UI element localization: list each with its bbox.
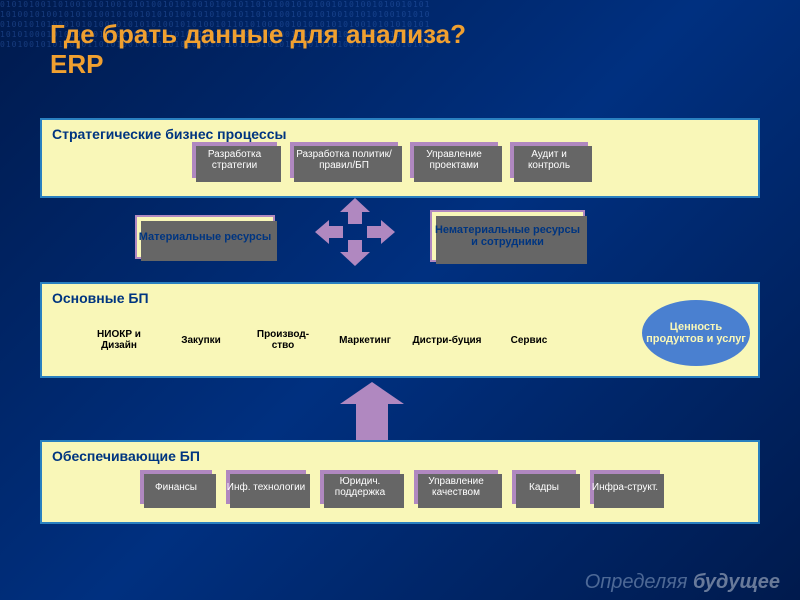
- box-immaterial-resources: Нематериальные ресурсы и сотрудники: [430, 210, 585, 262]
- support-box-2: Юридич. поддержка: [320, 470, 400, 504]
- support-box-5: Инфра-структ.: [590, 470, 660, 504]
- panel-strategic-title: Стратегические бизнес процессы: [42, 120, 758, 144]
- value-ellipse: Ценность продуктов и услуг: [642, 300, 750, 366]
- box-material-resources: Материальные ресурсы: [135, 215, 275, 259]
- support-box-0: Финансы: [140, 470, 212, 504]
- panel-core-title: Основные БП: [42, 284, 758, 308]
- core-chevron-3: Маркетинг: [318, 316, 408, 364]
- core-chevron-5: Сервис: [482, 316, 572, 364]
- strategic-box-2: Управление проектами: [410, 142, 498, 178]
- slide-title: Где брать данные для анализа? ERP: [50, 20, 466, 80]
- strategic-box-1: Разработка политик/правил/БП: [290, 142, 398, 178]
- title-line1: Где брать данные для анализа?: [50, 19, 466, 49]
- title-line2: ERP: [50, 49, 103, 79]
- core-chevron-0: НИОКР и Дизайн: [72, 316, 162, 364]
- panel-support: Обеспечивающие БП Финансы Инф. технологии…: [40, 440, 760, 524]
- strategic-box-0: Разработка стратегии: [192, 142, 277, 178]
- core-chevron-2: Производ-ство: [236, 316, 326, 364]
- arrow-support-to-core: [340, 382, 404, 440]
- footer-word1: Определяя: [585, 571, 688, 593]
- support-box-1: Инф. технологии: [226, 470, 306, 504]
- support-box-4: Кадры: [512, 470, 576, 504]
- core-chevron-1: Закупки: [154, 316, 244, 364]
- panel-support-title: Обеспечивающие БП: [42, 442, 758, 466]
- strategic-box-3: Аудит и контроль: [510, 142, 588, 178]
- panel-core: Основные БП НИОКР и ДизайнЗакупкиПроизво…: [40, 282, 760, 378]
- cross-arrows: [315, 198, 395, 266]
- panel-strategic: Стратегические бизнес процессы Разработк…: [40, 118, 760, 198]
- footer-word2: будущее: [693, 571, 780, 593]
- core-chevron-4: Дистри-буция: [400, 316, 490, 364]
- support-box-3: Управление качеством: [414, 470, 498, 504]
- footer-tagline: Определяя будущее: [585, 571, 780, 594]
